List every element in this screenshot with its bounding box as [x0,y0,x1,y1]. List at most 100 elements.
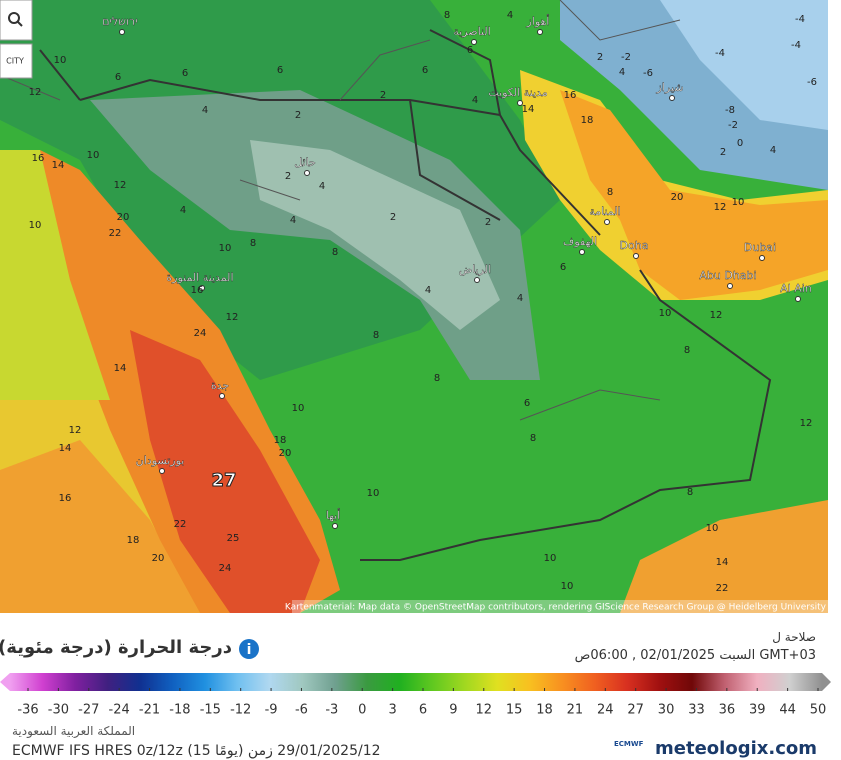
colorbar-tick-label: -3 [325,703,338,718]
temperature-label: 6 [422,65,428,76]
temperature-label: 6 [524,398,530,409]
zoom-icon[interactable] [8,12,20,24]
city-dot [219,393,225,399]
temperature-label: 6 [182,68,188,79]
info-icon[interactable] [239,639,259,659]
city-name: جدة [211,379,229,392]
city-name: الناصرية [453,25,490,38]
temperature-label: 4 [507,10,513,21]
temperature-label: 8 [607,187,613,198]
city-dot [537,29,543,35]
red-sea [130,330,320,613]
temperature-label: 2 [597,52,603,63]
colorbar-tick-label: -36 [17,703,38,718]
info-icon[interactable]: i [238,638,260,660]
temperature-label: 27 [211,470,236,491]
city-name: Abu Dhabi [699,269,756,282]
temperature-label: 4 [517,293,523,304]
temperature-label: 12 [114,180,127,191]
temperature-label: 4 [472,95,478,106]
colorbar-tick-label: -6 [295,703,308,718]
temperature-label: 8 [687,487,693,498]
city-dot [669,95,675,101]
city-name: Doha [620,239,649,252]
city-dot [759,255,765,261]
city-name: الهفوف [563,235,597,248]
temperature-label: 24 [194,328,207,339]
city-label[interactable]: CITY [6,57,24,66]
temperature-label: -2 [621,52,631,63]
temperature-label: 8 [444,10,450,21]
colorbar-tick-label: 44 [779,703,796,718]
attribution: Kartenmaterial: Map data © OpenStreetMap… [285,603,827,613]
temperature-label: 10 [659,308,672,319]
zone [620,500,828,613]
zone [0,150,110,400]
temperature-label: 8 [332,247,338,258]
zone [90,90,540,380]
temperature-label: 14 [52,160,65,171]
city-dot [604,219,610,225]
temperature-label: 10 [292,403,305,414]
temperature-label: 22 [109,228,122,239]
colorbar-tick-label: -18 [169,703,190,718]
city-name: Al Ain [780,282,812,295]
city-button[interactable] [0,43,33,79]
colorbar: -36 -30 -27 -24 -21 -18 -15 -12 -9 -6 -3 0 3 6 9 12 15 18… [0,673,831,718]
temperature-label: 2 [380,90,386,101]
colorbar-tick-label: 3 [388,703,396,718]
city-dot [517,100,523,106]
temperature-label: 10 [706,523,719,534]
model: ECMWF IFS HRES 0z/12z (15 يومًا) 29/01/2… [12,743,381,759]
info-glyph[interactable]: i [247,642,252,658]
temperature-label: 6 [560,262,566,273]
city-dot [633,253,639,259]
zoom-button[interactable] [0,0,33,41]
colorbar-tick-label: -21 [139,703,160,718]
colorbar-tick-label: 27 [627,703,644,718]
colorbar-tick-label: 50 [810,703,827,718]
city-name: Dubai [744,241,776,254]
city-dot [727,283,733,289]
temperature-label: 14 [522,104,535,115]
colorbar-tick-label: -30 [48,703,69,718]
colorbar-tick-label: 30 [658,703,675,718]
temperature-label: 6 [467,45,473,56]
city-dot [795,296,801,302]
colorbar-tick-label: 15 [506,703,523,718]
attribution-bg [292,600,828,613]
temperature-label: 2 [285,171,291,182]
valid-time: GMT+03 السبت 02/01/2025 , 06:00ص [574,648,816,663]
temperature-label: 18 [274,435,287,446]
colorbar-arrow [0,673,10,691]
temperature-label: -4 [795,14,805,25]
region: المملكة العربية السعودية [12,724,136,738]
city-dot [304,170,310,176]
city-name: أهواز [526,14,550,28]
temperature-label: 18 [581,115,594,126]
temperature-label: 12 [800,418,813,429]
city-name: المدينة المنورة [166,271,233,284]
colorbar-tick-label: 18 [536,703,553,718]
temperature-label: 8 [684,345,690,356]
temperature-label: 6 [277,65,283,76]
city-dot [199,285,205,291]
zoom-icon[interactable] [17,21,23,27]
city-dot [119,29,125,35]
colorbar-tick-label: 39 [749,703,766,718]
colorbar-tick-label: -12 [230,703,251,718]
city-name: حائل [294,156,316,169]
temperature-label: 4 [770,145,776,156]
city-name: شيراز [656,81,684,94]
legend-title: درجة الحرارة (درجة مئوية) [0,637,232,658]
temperature-label: -2 [728,120,738,131]
temperature-label: 20 [279,448,292,459]
temperature-label: -6 [643,68,653,79]
temperature-label: 2 [485,217,491,228]
city-name: أبها [326,508,341,522]
city-dot [579,249,585,255]
temperature-label: 22 [174,519,187,530]
temperature-label: -4 [791,40,801,51]
temperature-label: 14 [59,443,72,454]
